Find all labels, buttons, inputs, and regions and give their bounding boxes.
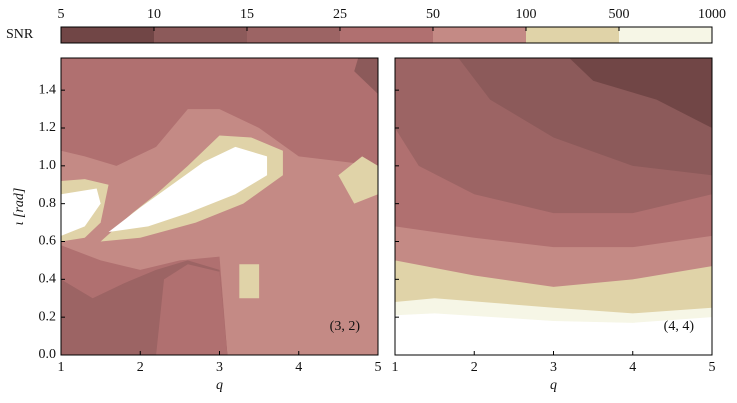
x-tick-label: 1 [58,360,65,375]
x-axis-label: q [216,378,223,393]
y-tick-label: 0.8 [39,196,57,211]
x-axis-label: q [550,378,557,393]
y-tick-label: 0.2 [39,309,57,324]
y-axis-label: ι [rad] [12,188,27,226]
colorbar-swatch [619,27,712,43]
contour-region [354,58,378,94]
colorbar-label: SNR [6,27,34,42]
colorbar-swatch [247,27,340,43]
contour-region [61,109,378,355]
colorbar-swatch [433,27,526,43]
contour-region [569,58,712,128]
x-tick-label: 3 [550,360,557,375]
panel-annotation: (3, 2) [330,319,361,334]
panel-annotation: (4, 4) [664,319,695,334]
x-tick-label: 1 [392,360,399,375]
colorbar-tick-label: 500 [609,7,630,22]
x-tick-label: 3 [216,360,223,375]
colorbar-tick-label: 1000 [698,7,726,22]
contour-region [239,264,260,299]
colorbar-tick-label: 100 [516,7,537,22]
y-tick-label: 1.0 [39,158,57,173]
x-tick-label: 4 [629,360,636,375]
y-tick-label: 0.4 [39,272,57,287]
colorbar-swatch [61,27,154,43]
colorbar-tick-label: 25 [333,7,347,22]
x-tick-label: 2 [137,360,144,375]
y-tick-label: 1.4 [39,82,57,97]
colorbar-tick-label: 15 [240,7,254,22]
x-tick-label: 5 [709,360,716,375]
contour-region [338,156,378,204]
colorbar-swatch [340,27,433,43]
contour-region [156,264,228,355]
y-tick-label: 0.6 [39,234,57,249]
contour-region [395,313,712,355]
colorbar-swatch [526,27,619,43]
colorbar-swatch [154,27,247,43]
y-tick-label: 0.0 [39,347,57,362]
colorbar-tick-label: 10 [147,7,161,22]
contour-region [108,146,268,233]
y-tick-label: 1.2 [39,120,57,135]
colorbar-tick-label: 5 [58,7,65,22]
colorbar-tick-label: 50 [426,7,440,22]
x-tick-label: 2 [471,360,478,375]
colorbar-frame [60,26,713,44]
contour-region [61,188,101,236]
x-tick-label: 5 [375,360,382,375]
x-tick-label: 4 [295,360,302,375]
